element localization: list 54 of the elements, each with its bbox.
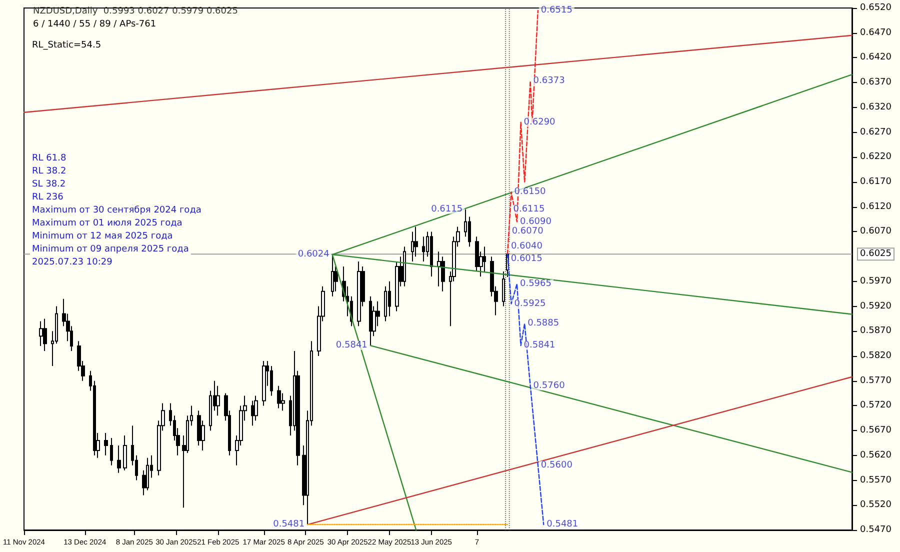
annotation: 0.5841: [336, 340, 368, 351]
annotation: Minimum от 09 апреля 2025 года: [32, 244, 189, 254]
annotation: 0.6150: [514, 186, 546, 197]
annotation: 0.6070: [512, 226, 544, 237]
annotation: 0.6024: [298, 250, 330, 260]
annotation: 0.6515: [540, 5, 572, 16]
annotation: RL 61.8: [32, 154, 66, 164]
annotation: 0.6015: [510, 254, 542, 264]
y-tick-label: 0.5520: [860, 500, 892, 510]
annotation: RL_Static=54.5: [32, 40, 102, 50]
annotation: 0.6290: [524, 117, 556, 128]
annotation: 0.5885: [528, 318, 560, 329]
y-tick-label: 0.5970: [860, 276, 892, 286]
text: 6 / 1440 / 55 / 89 / APs-761: [33, 20, 156, 30]
annotation: 0.6115: [431, 204, 463, 214]
y-tick-label: 0.5820: [860, 351, 892, 361]
y-tick-label: 0.6420: [860, 52, 892, 63]
y-tick-label: 0.5920: [860, 301, 892, 312]
y-tick-label: 0.6170: [860, 177, 892, 187]
y-tick-label: 0.5670: [860, 426, 892, 436]
annotation: Minimum от 12 мая 2025 года: [32, 232, 173, 242]
annotation: 0.5760: [533, 380, 566, 391]
annotation: SL 38.2: [32, 180, 66, 190]
annotation: 0.5925: [514, 298, 546, 309]
annotation: 0.5481: [273, 520, 305, 530]
ref-line-label: 0.6025: [860, 249, 892, 260]
annotation: 0.5600: [540, 460, 573, 470]
annotation: RL 38.2: [32, 166, 66, 176]
annotation: 2025.07.23 10:29: [32, 258, 113, 268]
y-tick-label: 0.6320: [860, 102, 892, 112]
annotation: 0.5481: [546, 520, 578, 530]
annotation: Maximum от 30 сентября 2024 года: [32, 206, 202, 216]
y-tick-label: 0.5870: [860, 326, 892, 336]
annotation: RL 236: [32, 192, 64, 202]
annotation: 0.5841: [524, 340, 556, 351]
y-tick-label: 0.5720: [860, 400, 892, 411]
y-tick-label: 0.5770: [860, 376, 892, 386]
annotation: 0.6373: [533, 76, 565, 86]
y-tick-label: 0.6370: [860, 78, 892, 88]
annotation: 0.6040: [510, 242, 543, 252]
y-tick-label: 0.6470: [860, 28, 892, 38]
y-tick-label: 0.5570: [860, 475, 892, 486]
y-tick-label: 0.5470: [860, 525, 892, 535]
y-tick-label: 0.6120: [860, 202, 892, 212]
annotation: Maximum от 01 июля 2025 года: [32, 218, 182, 228]
annotation: 0.6115: [513, 204, 545, 214]
y-tick-label: 0.6070: [860, 226, 892, 237]
y-tick-label: 0.6520: [860, 3, 892, 13]
annotation: 0.5965: [520, 278, 552, 289]
y-tick-label: 0.6270: [860, 127, 892, 138]
chart-title: NZDUSD,Daily 0.5993 0.6027 0.5979 0.6025: [33, 6, 238, 16]
y-tick-label: 0.6220: [860, 152, 892, 162]
y-tick-label: 0.5620: [860, 450, 892, 460]
annotation: 0.6090: [520, 216, 552, 227]
